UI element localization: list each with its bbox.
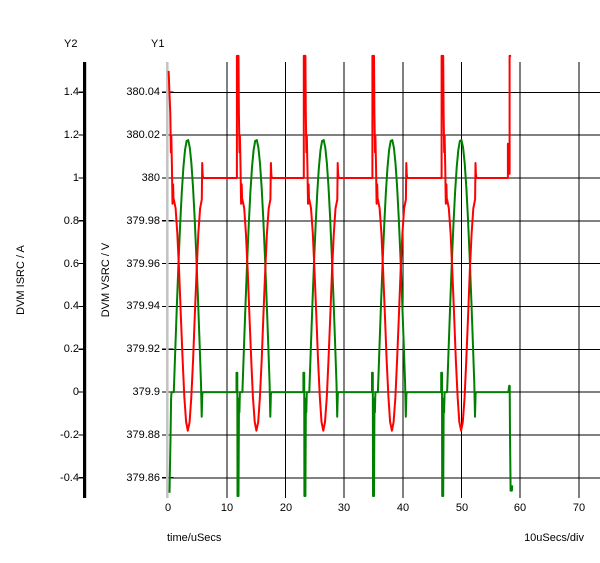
y2-axis-line — [83, 62, 87, 498]
y1-axis-line — [166, 62, 169, 498]
y1-tick-label: 379.86 — [126, 472, 160, 484]
y1-axis-header: Y1 — [151, 38, 165, 50]
y2-tick-label: 0.2 — [63, 343, 79, 355]
x-tick-label: 60 — [513, 502, 527, 514]
y1-tick-label: 379.88 — [126, 429, 160, 441]
y1-tick-label: 379.9 — [132, 386, 160, 398]
y1-tick-label: 379.96 — [126, 258, 160, 270]
x-tick-label: 40 — [396, 502, 410, 514]
y2-tick-label: 0 — [72, 386, 79, 398]
x-tick-label: 30 — [337, 502, 351, 514]
isrc-trace[interactable] — [168, 139, 514, 497]
x-axis-title: time/uSecs — [167, 532, 222, 544]
y1-tick-label: 380.04 — [126, 86, 160, 98]
x-tick-label: 50 — [455, 502, 469, 514]
y2-axis-header: Y2 — [64, 38, 78, 50]
y2-tick-label: 0.6 — [63, 258, 79, 270]
y2-tick-label: 1.4 — [63, 86, 79, 98]
y1-tick-label: 380.02 — [126, 129, 160, 141]
y2-tick-label: 1 — [72, 172, 79, 184]
x-tick-label: 0 — [164, 502, 172, 514]
y1-tick-label: 379.92 — [126, 343, 160, 355]
y2-tick-label: -0.2 — [60, 429, 79, 441]
y2-tick-label: 1.2 — [63, 129, 79, 141]
y2-tick-label: -0.4 — [60, 472, 79, 484]
x-scale-note: 10uSecs/div — [524, 532, 584, 544]
x-tick-label: 10 — [220, 502, 234, 514]
vsrc-trace[interactable] — [167, 54, 512, 432]
y1-tick-label: 379.94 — [126, 300, 160, 312]
y2-tick-label: 0.8 — [63, 215, 79, 227]
x-tick-label: 70 — [572, 502, 586, 514]
y1-tick-label: 380 — [141, 172, 160, 184]
y2-tick-label: 0.4 — [63, 300, 79, 312]
y1-tick-label: 379.98 — [126, 215, 160, 227]
x-tick-label: 20 — [279, 502, 293, 514]
